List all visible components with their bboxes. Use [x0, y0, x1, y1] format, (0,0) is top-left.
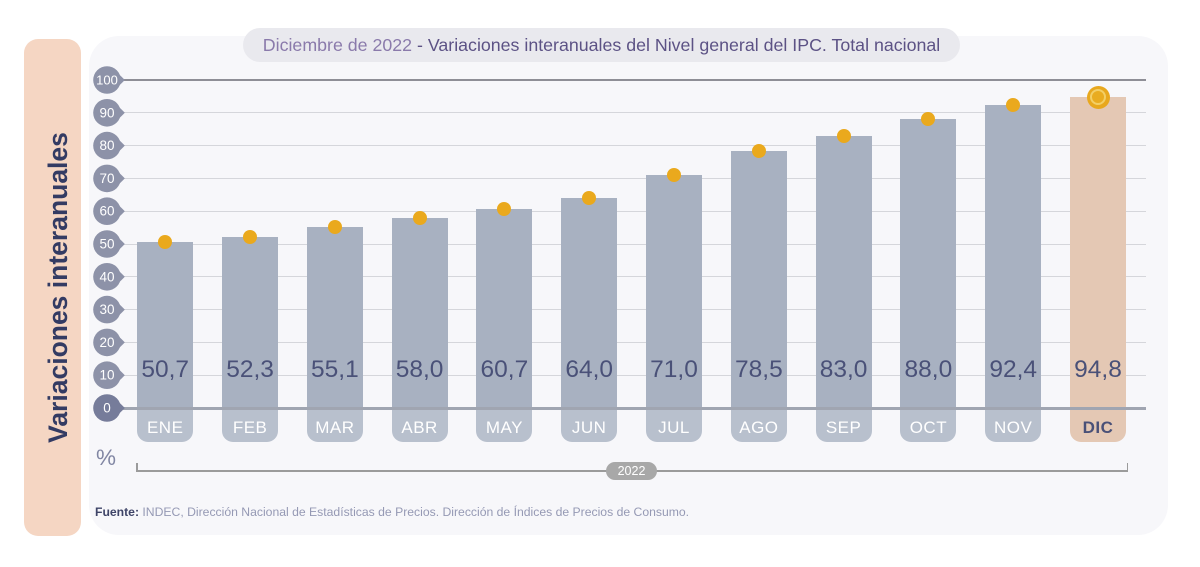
svg-text:100: 100	[96, 73, 118, 88]
svg-text:30: 30	[99, 302, 114, 317]
svg-text:10: 10	[99, 368, 114, 383]
svg-text:20: 20	[99, 335, 114, 350]
svg-text:70: 70	[99, 171, 114, 186]
svg-text:50: 50	[99, 237, 114, 252]
svg-text:80: 80	[99, 138, 114, 153]
svg-text:40: 40	[99, 269, 114, 284]
svg-text:60: 60	[99, 204, 114, 219]
svg-text:0: 0	[103, 401, 111, 416]
svg-text:90: 90	[99, 105, 114, 120]
